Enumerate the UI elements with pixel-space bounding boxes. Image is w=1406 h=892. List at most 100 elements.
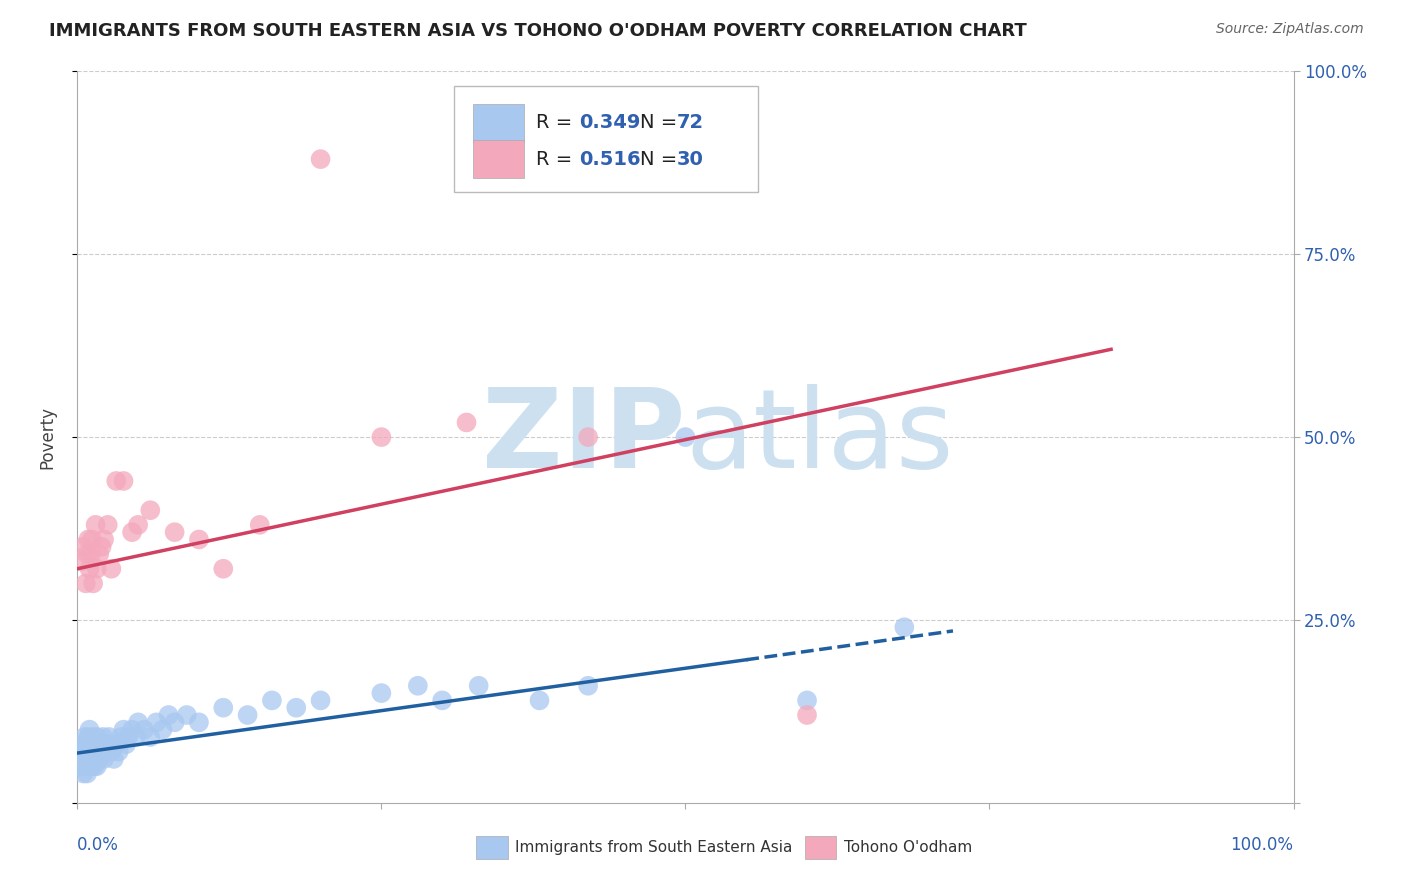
- Point: [90, 540, 112, 554]
- Text: atlas: atlas: [686, 384, 953, 491]
- Point: [69, 745, 91, 759]
- Point: [139, 730, 162, 744]
- Point: [249, 517, 271, 532]
- Point: [105, 474, 128, 488]
- Point: [73, 752, 96, 766]
- Point: [176, 708, 198, 723]
- Point: [80, 533, 103, 547]
- Point: [72, 540, 94, 554]
- Point: [529, 693, 551, 707]
- Point: [84, 752, 107, 766]
- Point: [80, 759, 103, 773]
- Point: [370, 686, 392, 700]
- Point: [77, 730, 100, 744]
- Point: [82, 576, 104, 591]
- Point: [70, 752, 93, 766]
- Point: [236, 708, 259, 723]
- Point: [80, 737, 103, 751]
- Point: [72, 745, 94, 759]
- Text: R =: R =: [536, 150, 578, 169]
- Point: [127, 517, 149, 532]
- Y-axis label: Poverty: Poverty: [38, 406, 56, 468]
- Point: [86, 759, 108, 773]
- Point: [82, 730, 104, 744]
- Text: 0.516: 0.516: [579, 150, 641, 169]
- Text: 72: 72: [676, 113, 704, 132]
- Point: [93, 533, 115, 547]
- Point: [157, 708, 180, 723]
- Point: [86, 730, 108, 744]
- Point: [576, 679, 599, 693]
- Point: [309, 152, 332, 166]
- Point: [121, 723, 143, 737]
- Text: Tohono O'odham: Tohono O'odham: [844, 840, 972, 855]
- Point: [121, 525, 143, 540]
- Point: [100, 562, 122, 576]
- Text: N =: N =: [640, 113, 683, 132]
- Point: [467, 679, 489, 693]
- Point: [212, 700, 235, 714]
- Point: [188, 715, 211, 730]
- Point: [105, 737, 128, 751]
- Point: [139, 503, 162, 517]
- Point: [84, 737, 107, 751]
- Point: [89, 737, 111, 751]
- Point: [75, 737, 97, 751]
- Point: [97, 517, 120, 532]
- Point: [70, 737, 93, 751]
- Text: Immigrants from South Eastern Asia: Immigrants from South Eastern Asia: [515, 840, 793, 855]
- Point: [97, 730, 120, 744]
- Point: [406, 679, 429, 693]
- Point: [110, 730, 132, 744]
- Point: [70, 554, 93, 568]
- Point: [260, 693, 283, 707]
- FancyBboxPatch shape: [477, 836, 508, 859]
- Point: [134, 723, 156, 737]
- Point: [79, 562, 101, 576]
- Point: [430, 693, 453, 707]
- Point: [87, 745, 110, 759]
- Point: [89, 752, 111, 766]
- Point: [72, 766, 94, 780]
- Point: [70, 759, 93, 773]
- Point: [90, 745, 112, 759]
- Point: [75, 759, 97, 773]
- Point: [94, 737, 117, 751]
- Point: [76, 745, 98, 759]
- Point: [86, 562, 108, 576]
- Text: 0.349: 0.349: [579, 113, 641, 132]
- Point: [127, 715, 149, 730]
- Point: [112, 474, 135, 488]
- Point: [893, 620, 915, 634]
- Point: [82, 752, 104, 766]
- Point: [76, 766, 98, 780]
- Point: [76, 547, 98, 561]
- Point: [93, 752, 115, 766]
- Point: [576, 430, 599, 444]
- FancyBboxPatch shape: [472, 103, 523, 142]
- Point: [77, 752, 100, 766]
- Point: [77, 533, 100, 547]
- Text: 100.0%: 100.0%: [1230, 836, 1294, 854]
- Point: [675, 430, 697, 444]
- Point: [83, 759, 105, 773]
- Text: 30: 30: [676, 150, 704, 169]
- Point: [163, 715, 186, 730]
- Point: [163, 525, 186, 540]
- Point: [125, 730, 148, 744]
- Text: R =: R =: [536, 113, 578, 132]
- Point: [83, 745, 105, 759]
- Point: [309, 693, 332, 707]
- Point: [212, 562, 235, 576]
- FancyBboxPatch shape: [804, 836, 837, 859]
- Point: [107, 745, 129, 759]
- Point: [115, 737, 138, 751]
- Point: [80, 752, 103, 766]
- Point: [96, 745, 118, 759]
- FancyBboxPatch shape: [454, 86, 758, 192]
- Point: [285, 700, 308, 714]
- Point: [117, 730, 139, 744]
- Point: [456, 416, 478, 430]
- Point: [79, 759, 101, 773]
- Text: N =: N =: [640, 150, 683, 169]
